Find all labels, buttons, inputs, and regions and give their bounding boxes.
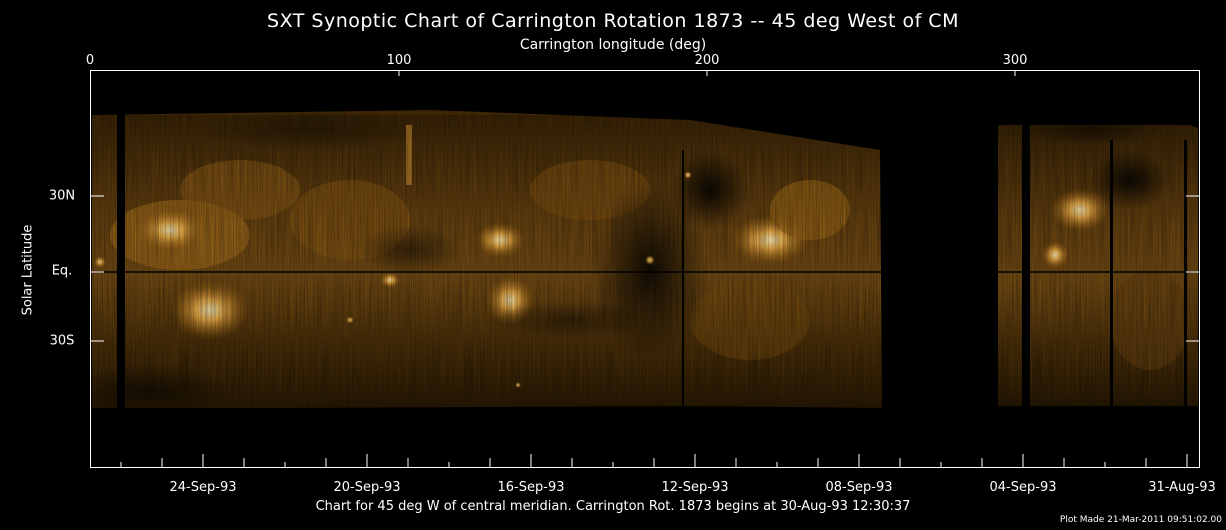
data-region-left xyxy=(90,110,882,415)
date-tick-label: 12-Sep-93 xyxy=(661,480,729,495)
chart-title: SXT Synoptic Chart of Carrington Rotatio… xyxy=(267,10,959,32)
lat-tick-marks xyxy=(90,195,1200,342)
footer-caption: Chart for 45 deg W of central meridian. … xyxy=(315,499,911,514)
lon-tick-marks xyxy=(398,70,1016,76)
data-gap xyxy=(1022,120,1030,410)
lon-tick-label: 300 xyxy=(1002,53,1028,68)
data-gap xyxy=(1110,140,1113,408)
data-gap xyxy=(117,110,125,410)
date-tick-label: 04-Sep-93 xyxy=(989,480,1057,495)
lon-tick-label: 200 xyxy=(694,53,720,68)
plot-frame xyxy=(90,70,1200,468)
date-tick-label: 20-Sep-93 xyxy=(333,480,401,495)
lat-tick-label: Eq. xyxy=(51,263,73,279)
plot-made-stamp: Plot Made 21-Mar-2011 09:51:02.00 xyxy=(1059,515,1222,525)
date-tick-label: 31-Aug-93 xyxy=(1148,480,1216,495)
data-region-right xyxy=(998,115,1198,406)
top-axis-label: Carrington longitude (deg) xyxy=(519,37,707,53)
lat-tick-label: 30S xyxy=(49,333,75,349)
data-gap xyxy=(1184,140,1187,408)
data-gap xyxy=(682,150,684,408)
lon-tick-label: 100 xyxy=(386,53,412,68)
left-axis-label: Solar Latitude xyxy=(20,224,36,316)
lon-tick-label: 0 xyxy=(85,53,95,68)
lat-tick-label: 30N xyxy=(48,188,76,204)
date-tick-label: 08-Sep-93 xyxy=(825,480,893,495)
synoptic-map-image xyxy=(90,70,1200,468)
date-tick-marks xyxy=(120,454,1188,468)
date-tick-label: 16-Sep-93 xyxy=(497,480,565,495)
date-tick-label: 24-Sep-93 xyxy=(169,480,237,495)
